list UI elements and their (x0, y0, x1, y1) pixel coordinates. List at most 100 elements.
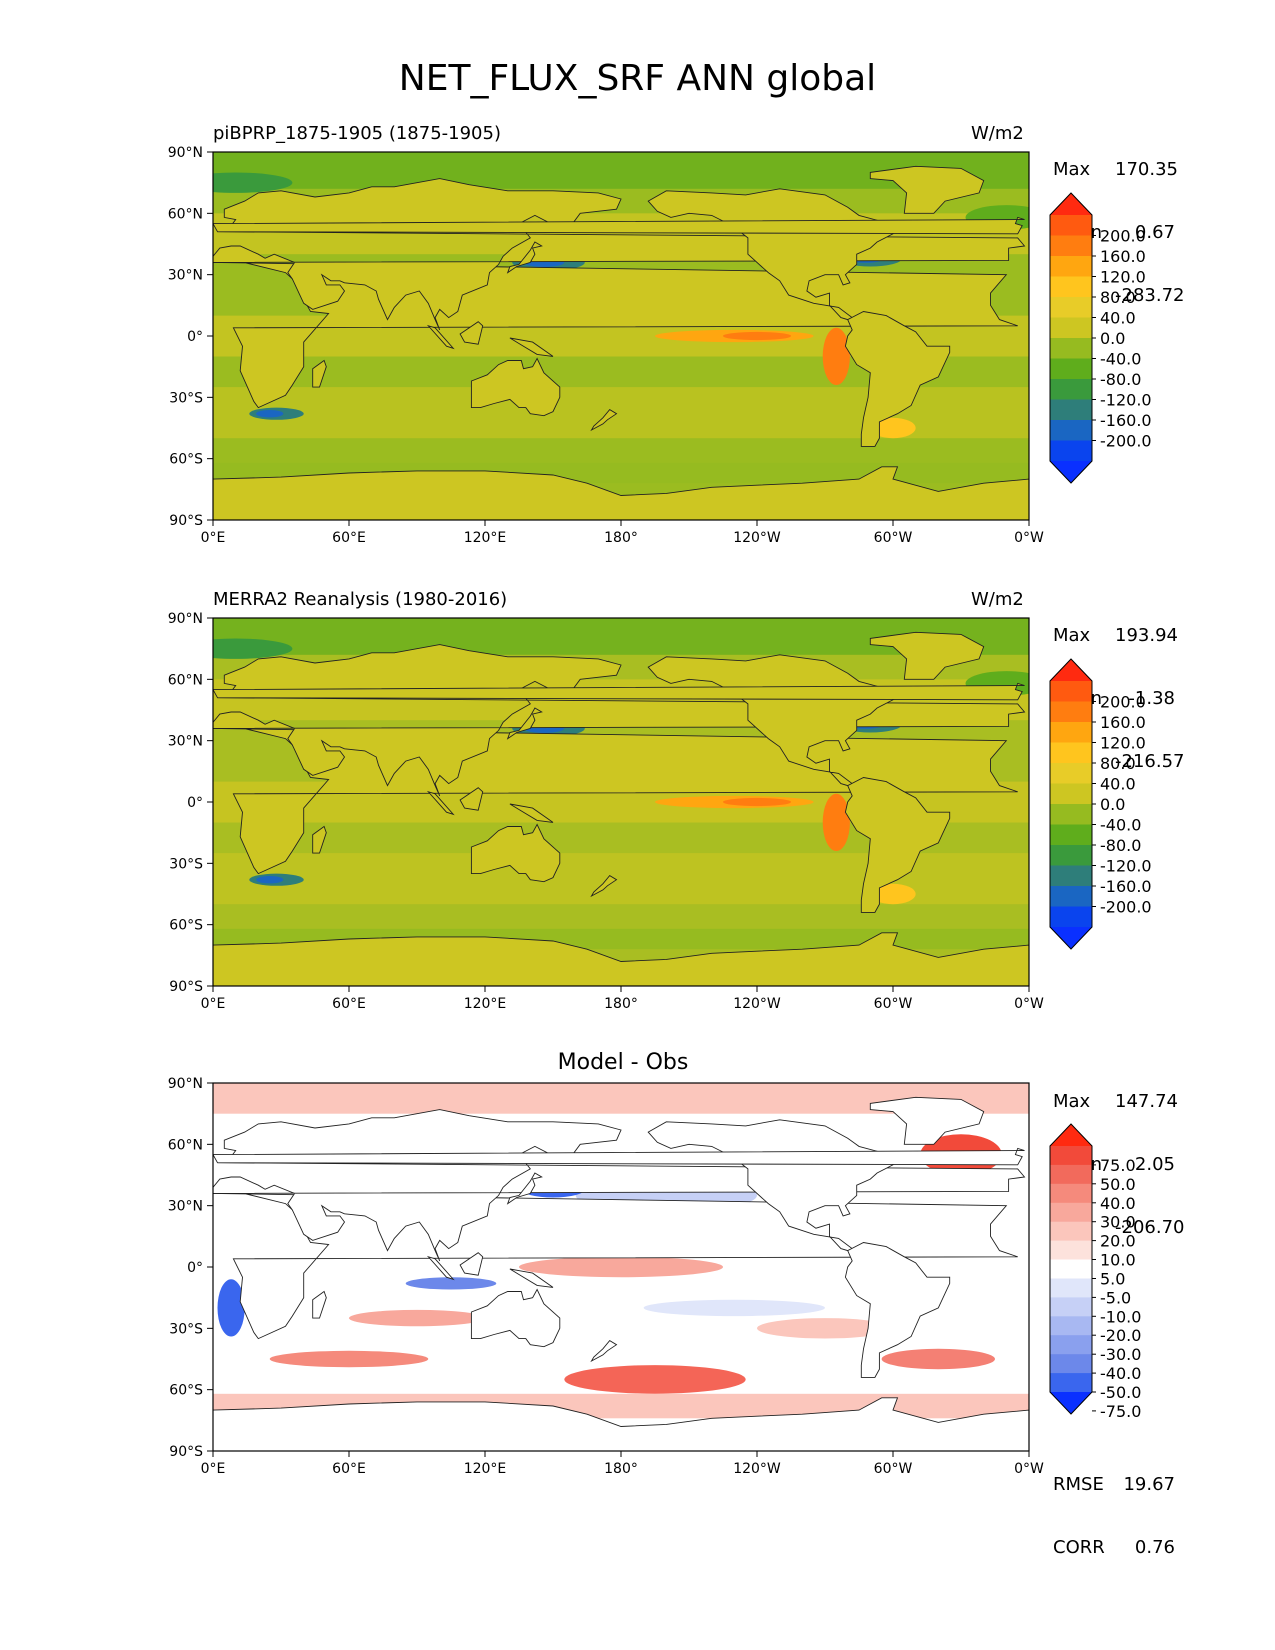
panel-1-units: W/m2 (971, 123, 1024, 144)
lon-label: 180° (604, 1461, 638, 1477)
landmass-eurasia (213, 644, 1026, 797)
peru-upwelling (822, 793, 850, 852)
colorbar-tick-label: 40.0 (1100, 1194, 1136, 1213)
colorbar-extend-top (1050, 659, 1092, 681)
colorbar-tick-label: 160.0 (1100, 713, 1146, 732)
colorbar-segment (1050, 1335, 1092, 1355)
landmass-nz (590, 409, 618, 432)
landmass-nz (590, 1340, 618, 1363)
panel-2-max-label: Max (1053, 625, 1091, 646)
lat-label: 0° (187, 795, 203, 811)
colorbar-segment (1050, 1297, 1092, 1317)
colorbar-segment (1050, 1316, 1092, 1336)
nordic-seas (213, 172, 293, 193)
colorbar-segment (1050, 865, 1092, 887)
colorbar-tick-label: -80.0 (1100, 370, 1141, 389)
landmass-borneo (459, 1252, 484, 1276)
colorbar-segment (1050, 1221, 1092, 1242)
corr-label: CORR (1053, 1537, 1105, 1558)
panel-1-max-label: Max (1053, 159, 1091, 180)
lat-label: 60°S (169, 918, 203, 934)
lat-label: 60°N (168, 206, 203, 222)
colorbar-tick-label: -200.0 (1100, 898, 1152, 917)
colorbar-tick-label: -20.0 (1100, 1326, 1141, 1345)
equatorial-positive (519, 1256, 723, 1278)
colorbar-tick-label: -30.0 (1100, 1345, 1141, 1364)
colorbar-tick-label: 120.0 (1100, 734, 1146, 753)
agulhas-core (256, 410, 284, 418)
lat-label: 30°N (168, 268, 203, 284)
lat-label: 60°N (168, 672, 203, 688)
colorbar-tick-label: -160.0 (1100, 877, 1152, 896)
colorbar-tick-label: 160.0 (1100, 247, 1146, 266)
colorbar-tick-label: 120.0 (1100, 268, 1146, 287)
agulhas-core (256, 876, 284, 884)
lat-label: 30°S (169, 1321, 203, 1337)
landmass-australia (470, 823, 561, 883)
colorbar-extend-top (1050, 1124, 1092, 1146)
colorbar-extend-top (1050, 193, 1092, 215)
colorbar-segment (1050, 215, 1092, 237)
panel-1-min: -283.72 (1115, 285, 1185, 306)
panel-3-min: -206.70 (1115, 1217, 1185, 1238)
peru-upwelling (822, 327, 850, 385)
landmass-britain (213, 216, 1025, 235)
colorbar-segment (1050, 235, 1092, 257)
landmass-nz (590, 875, 618, 898)
colorbar-extend-bottom (1050, 461, 1092, 483)
colorbar-extend-bottom (1050, 1392, 1092, 1414)
colorbar-segment (1050, 824, 1092, 846)
south-atlantic-warm (870, 883, 916, 905)
colorbar-tick-label: 0.0 (1100, 329, 1125, 348)
colorbar-outline (1049, 658, 1093, 950)
colorbar-segment (1050, 1278, 1092, 1298)
colorbar-segment (1050, 420, 1092, 442)
rmse-label: RMSE (1053, 1474, 1104, 1495)
landmass-greenland (869, 165, 985, 214)
panel-2-left-title: MERRA2 Reanalysis (1980-2016) (213, 589, 508, 610)
colorbar-segment (1050, 297, 1092, 319)
landmass-greenland (869, 1096, 985, 1145)
colorbar-tick-label: 10.0 (1100, 1251, 1136, 1270)
colorbar-tick-label: 40.0 (1100, 775, 1136, 794)
warm-tongue-core (723, 331, 791, 341)
colorbar-segment (1050, 804, 1092, 826)
colorbar-tick-label: -40.0 (1100, 350, 1141, 369)
colorbar-tick-label: -120.0 (1100, 391, 1152, 410)
landmass-japan (506, 1172, 543, 1205)
nordic-seas (213, 638, 293, 659)
landmass-sumatra (426, 1255, 455, 1281)
panel-1-max: 170.35 (1115, 159, 1178, 180)
indian-south-positive (269, 1350, 429, 1368)
benguela-negative (217, 1279, 245, 1337)
map-panel-1: 90°N 60°N 30°N 0° 30°S 60°S 90°S0°E 60°E 120°E 18… (168, 145, 1152, 546)
colorbar-tick-label: -75.0 (1100, 1402, 1141, 1421)
map-panel-3: 90°N 60°N 30°N 0° 30°S 60°S 90°S0°E 60°E 120°E 18… (168, 1076, 1142, 1477)
colorbar-tick-label: -10.0 (1100, 1307, 1141, 1326)
landmass-samerica (844, 777, 951, 913)
landmass-britain (213, 682, 1025, 701)
panel-2-units: W/m2 (971, 589, 1024, 610)
colorbar-tick-label: -50.0 (1100, 1383, 1141, 1402)
lat-label: 60°S (169, 452, 203, 468)
panel-3-skill: RMSE 19.67 CORR 0.76 (1053, 1432, 1175, 1600)
lon-label: 120°W (733, 530, 781, 546)
lat-label: 30°N (168, 1199, 203, 1215)
southern-ocean-positive (564, 1365, 746, 1394)
lon-label: 120°W (733, 1461, 781, 1477)
south-atlantic-warm (870, 417, 916, 439)
landmass-newguinea (509, 803, 554, 823)
colorbar-tick-label: 80.0 (1100, 288, 1136, 307)
landmass-australia (470, 1288, 561, 1348)
colorbar-tick-label: 200.0 (1100, 227, 1146, 246)
colorbar-segment (1050, 763, 1092, 785)
colorbar-segment (1050, 742, 1092, 764)
lon-label: 60°E (332, 996, 366, 1012)
lon-label: 60°E (332, 530, 366, 546)
lon-label: 60°W (874, 530, 913, 546)
map-field (213, 618, 1029, 986)
colorbar-extend-bottom (1050, 927, 1092, 949)
colorbar-segment (1050, 906, 1092, 928)
